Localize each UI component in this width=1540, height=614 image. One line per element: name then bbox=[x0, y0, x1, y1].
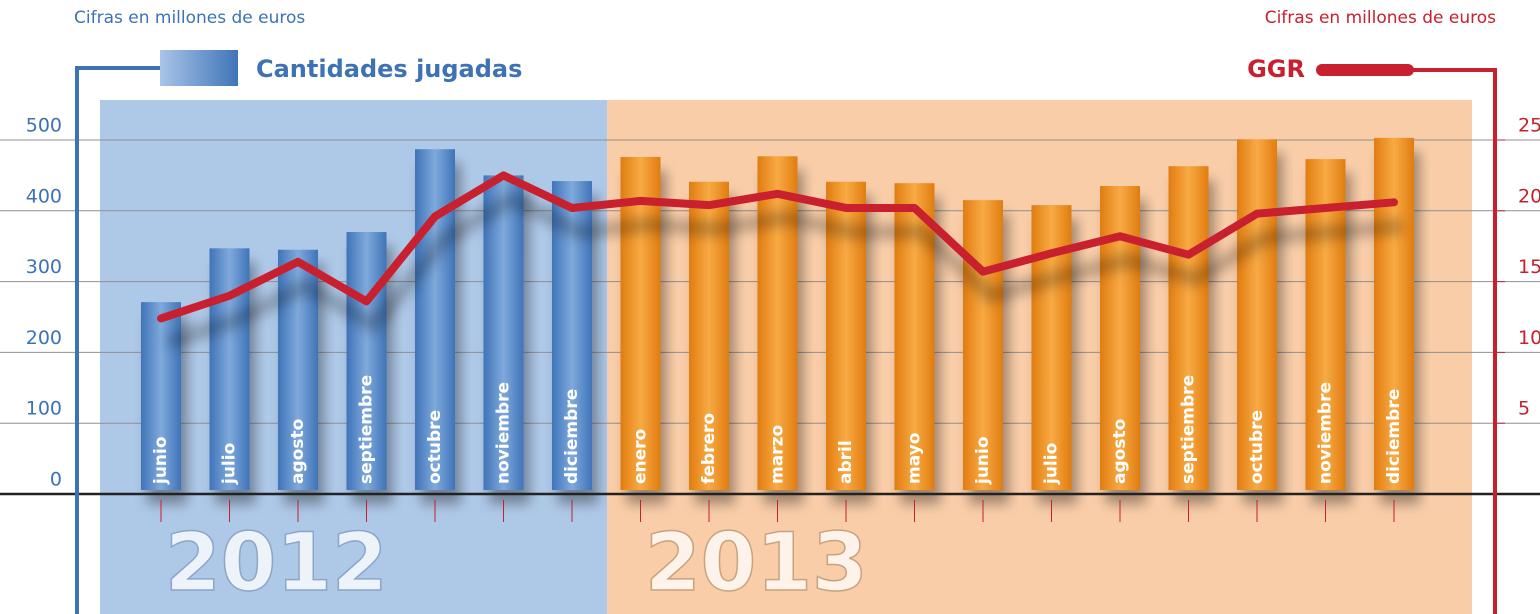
bar bbox=[552, 181, 592, 490]
y2-tick-label: 20 bbox=[1518, 185, 1540, 207]
y2-tick-label: 15 bbox=[1518, 256, 1540, 278]
x-tick-label: julio bbox=[1042, 443, 1062, 485]
x-tick-label: agosto bbox=[1110, 419, 1130, 484]
right-axis-bracket bbox=[1410, 68, 1497, 614]
x-tick-label: octubre bbox=[425, 410, 445, 484]
bar bbox=[1168, 166, 1209, 491]
year-label: 2013 bbox=[645, 516, 868, 609]
bar bbox=[141, 302, 181, 490]
legend-swatch-bars bbox=[160, 50, 238, 86]
bar bbox=[963, 200, 1003, 490]
left-axis-bracket bbox=[75, 66, 160, 614]
bar bbox=[483, 175, 524, 490]
x-tick-label: junio bbox=[151, 436, 171, 485]
y2-tick-label: 10 bbox=[1518, 327, 1540, 349]
y-tick-label: 400 bbox=[26, 185, 62, 207]
bar bbox=[689, 181, 729, 490]
y-tick-label: 500 bbox=[26, 115, 62, 137]
x-tick-label: diciembre bbox=[562, 389, 582, 484]
y2-tick-label: 5 bbox=[1518, 398, 1530, 420]
legend-label: GGR bbox=[1247, 55, 1305, 83]
x-tick-label: agosto bbox=[288, 419, 308, 484]
x-tick-label: abril bbox=[836, 440, 856, 484]
y-tick-label: 100 bbox=[26, 398, 62, 420]
year-label: 2012 bbox=[165, 516, 388, 609]
bar bbox=[278, 249, 318, 490]
y-tick-label: 0 bbox=[50, 469, 62, 491]
subtitle-right: Cifras en millones de euros bbox=[1265, 8, 1496, 28]
bar bbox=[1305, 159, 1346, 490]
bar bbox=[757, 156, 798, 490]
y-tick-label: 300 bbox=[26, 256, 62, 278]
x-tick-label: octubre bbox=[1247, 410, 1267, 484]
x-tick-label: marzo bbox=[768, 425, 788, 484]
bar bbox=[1374, 137, 1414, 490]
x-tick-label: noviembre bbox=[1316, 382, 1336, 484]
x-tick-label: septiembre bbox=[1179, 375, 1199, 484]
x-tick-label: julio bbox=[220, 443, 240, 485]
y-tick-label: 200 bbox=[26, 327, 62, 349]
bar bbox=[826, 181, 866, 490]
x-tick-label: mayo bbox=[905, 433, 925, 484]
subtitle-left: Cifras en millones de euros bbox=[74, 8, 305, 28]
line bbox=[157, 171, 1398, 323]
bar bbox=[894, 183, 935, 491]
x-tick-label: diciembre bbox=[1384, 389, 1404, 484]
line-shadow bbox=[166, 191, 1403, 350]
bar bbox=[620, 156, 661, 490]
x-tick-label: septiembre bbox=[357, 375, 377, 484]
x-tick-label: febrero bbox=[699, 413, 719, 484]
bar bbox=[346, 232, 387, 491]
bar bbox=[1237, 139, 1277, 491]
x-tick-label: enero bbox=[631, 429, 651, 484]
x-tick-label: junio bbox=[973, 436, 993, 485]
y2-tick-label: 25 bbox=[1518, 115, 1540, 137]
x-tick-label: noviembre bbox=[494, 382, 514, 484]
legend-label: Cantidades jugadas bbox=[256, 55, 522, 83]
